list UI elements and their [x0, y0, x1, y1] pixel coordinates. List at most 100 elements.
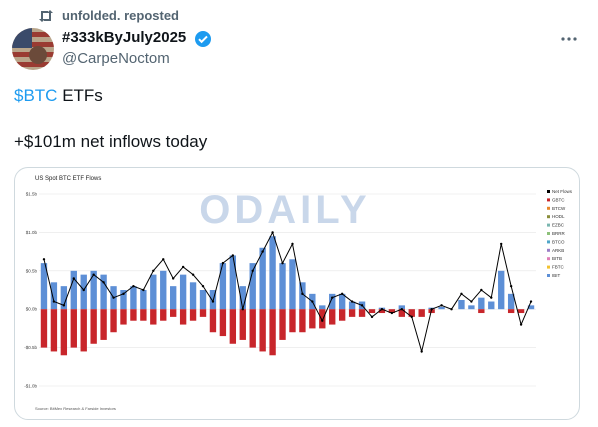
media-card[interactable]: US Spot BTC ETF Flows ODAILY Source: Bit…: [14, 167, 580, 420]
net-flow-line: [43, 231, 532, 354]
net-flow-point: [231, 254, 235, 257]
net-flow-point: [82, 288, 85, 292]
net-flow-point: [211, 300, 215, 303]
bar: [80, 274, 87, 310]
bar: [319, 309, 326, 329]
net-flow-point: [490, 296, 493, 299]
repost-label: unfolded. reposted: [62, 8, 179, 23]
tweet-text: $BTC ETFs: [14, 86, 103, 106]
bar: [249, 263, 256, 310]
bar: [219, 263, 227, 310]
legend-label: BTCW: [552, 206, 566, 211]
bar: [498, 270, 505, 310]
net-flow-point: [52, 300, 56, 303]
verified-badge: [195, 31, 211, 47]
net-flow-point: [201, 284, 205, 288]
legend-label: IBIT: [552, 273, 561, 278]
net-flow-point: [340, 292, 344, 296]
bar: [229, 309, 237, 344]
net-flow-point: [251, 269, 254, 272]
bar: [120, 309, 127, 325]
legend-swatch: [547, 206, 550, 210]
chart-source: Source: BitMex Research & Farside Invest…: [35, 406, 116, 411]
net-flow-point: [410, 315, 413, 319]
bar: [199, 290, 207, 310]
legend-swatch: [547, 215, 550, 219]
legend-swatch: [547, 248, 550, 252]
bar: [348, 301, 356, 310]
avatar[interactable]: [12, 28, 54, 70]
bar: [488, 301, 495, 310]
bar: [329, 309, 336, 325]
cashtag[interactable]: $BTC: [14, 86, 58, 105]
bar: [179, 309, 187, 325]
legend-swatch: [547, 232, 550, 235]
y-tick-label: $1.5b: [26, 192, 38, 197]
y-tick-label: $0.0b: [26, 307, 38, 312]
net-flow-point: [331, 296, 334, 299]
net-flow-point: [350, 300, 354, 303]
bar: [209, 309, 217, 333]
bar: [150, 274, 157, 310]
legend-label: FBTC: [552, 265, 564, 270]
legend-swatch: [547, 257, 550, 261]
bar: [189, 309, 197, 321]
bar: [329, 293, 336, 310]
net-flow-point: [241, 308, 244, 311]
net-flow-point: [122, 292, 125, 296]
bar: [458, 299, 465, 310]
net-flow-point: [380, 308, 384, 311]
net-flow-point: [390, 311, 394, 315]
legend-swatch: [547, 198, 550, 202]
bar: [50, 309, 58, 352]
net-flow-point: [291, 242, 294, 246]
bar: [170, 286, 177, 310]
bar: [358, 309, 366, 317]
bar: [517, 309, 525, 314]
bar: [50, 282, 58, 310]
net-flow-point: [440, 304, 443, 307]
bar: [90, 309, 97, 344]
bar: [408, 309, 415, 317]
bar: [239, 286, 246, 310]
net-flow-point: [400, 308, 404, 311]
bar: [70, 309, 77, 348]
net-flow-point: [62, 304, 66, 307]
net-flow-point: [132, 284, 135, 288]
bar: [60, 309, 68, 356]
more-menu[interactable]: [560, 36, 578, 42]
bar: [120, 290, 127, 310]
bar: [279, 309, 286, 340]
bar: [478, 297, 485, 310]
bar: [170, 309, 177, 317]
bar: [259, 247, 266, 310]
bar: [279, 263, 286, 310]
bar: [130, 286, 137, 310]
legend-label: BTCO: [552, 239, 565, 244]
bar: [368, 309, 376, 314]
bar: [150, 309, 157, 325]
chart-title: US Spot BTC ETF Flows: [35, 176, 101, 182]
net-flow-point: [311, 300, 314, 303]
bar: [130, 309, 137, 321]
bar: [100, 274, 107, 310]
author-name[interactable]: #333kByJuly2025: [62, 29, 187, 46]
bar: [60, 286, 68, 310]
bar: [239, 309, 246, 340]
net-flow-point: [271, 231, 274, 234]
net-flow-point: [480, 288, 483, 292]
bar: [199, 309, 207, 317]
legend-label: EZBC: [552, 223, 565, 228]
y-tick-label: $0.5b: [26, 268, 38, 273]
author-handle[interactable]: @CarpeNoctom: [62, 50, 170, 67]
bar: [438, 306, 445, 310]
net-flow-point: [360, 304, 364, 307]
net-flow-point: [102, 281, 105, 284]
net-flow-point: [152, 269, 155, 272]
bar: [110, 309, 117, 333]
legend-label: GBTC: [552, 197, 565, 202]
bar: [338, 309, 346, 321]
bar: [398, 305, 405, 310]
bar: [507, 309, 515, 314]
legend-label: BITB: [552, 256, 562, 261]
